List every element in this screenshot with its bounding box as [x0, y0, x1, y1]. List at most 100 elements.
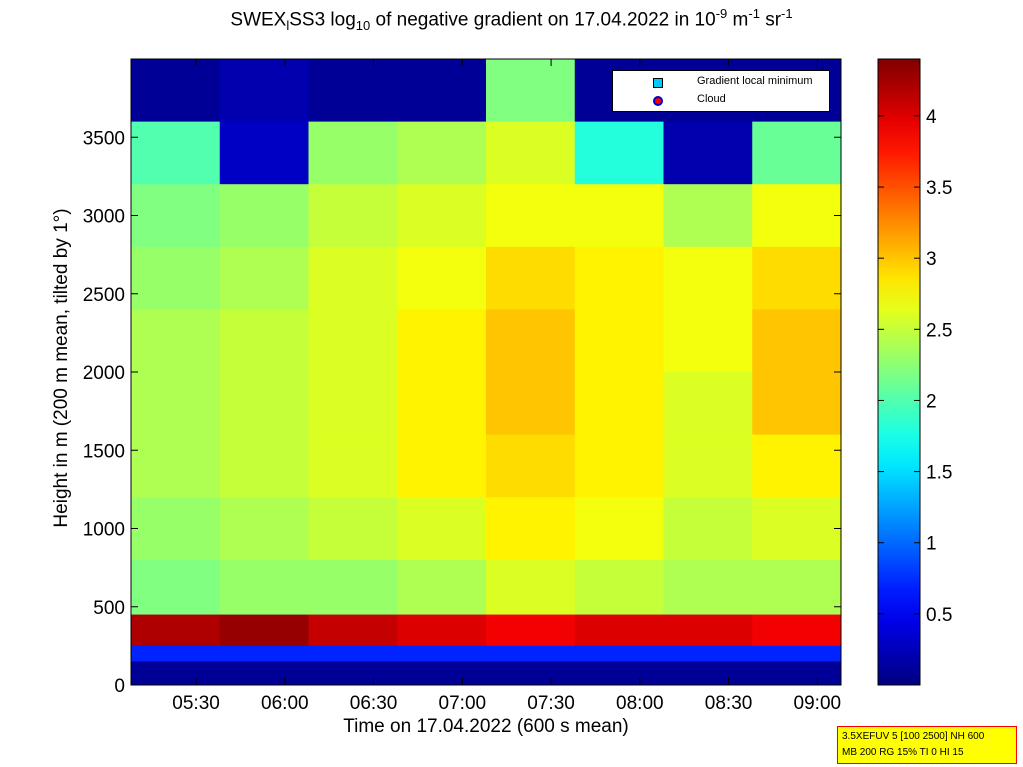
legend-item-cloud: Cloud	[613, 93, 829, 109]
heatmap-cell	[752, 434, 842, 498]
square-marker-icon	[653, 78, 663, 88]
heatmap-cell	[131, 645, 221, 663]
heatmap-cell	[308, 121, 398, 185]
heatmap-cell	[574, 497, 664, 561]
heatmap-cell	[219, 559, 309, 616]
heatmap-cell	[219, 121, 309, 185]
info-line: 3.5XEFUV 5 [100 2500] NH 600	[842, 731, 985, 742]
heatmap-cell	[131, 246, 221, 310]
heatmap-cell	[663, 559, 753, 616]
heatmap-cell	[752, 121, 842, 185]
heatmap-cell	[131, 497, 221, 561]
heatmap-cell	[486, 645, 576, 663]
heatmap-cell	[486, 309, 576, 373]
heatmap-cell	[752, 497, 842, 561]
heatmap-cell	[486, 372, 576, 436]
heatmap-cell	[574, 661, 664, 686]
heatmap-cell	[308, 59, 398, 123]
x-tick-label: 06:00	[261, 693, 309, 714]
x-tick-label: 05:30	[172, 693, 220, 714]
heatmap-cell	[663, 121, 753, 185]
heatmap-cell	[308, 661, 398, 686]
legend-item-gradient: Gradient local minimum	[613, 75, 829, 91]
y-axis-label: Height in m (200 m mean, tilted by 1°)	[51, 208, 72, 528]
heatmap-cell	[663, 309, 753, 373]
heatmap-cell	[219, 184, 309, 248]
heatmap-cell	[219, 645, 309, 663]
heatmap-cell	[663, 645, 753, 663]
heatmap-cell	[397, 246, 487, 310]
heatmap-cell	[574, 372, 664, 436]
heatmap-cell	[397, 372, 487, 436]
heatmap-cell	[663, 184, 753, 248]
heatmap-cell	[574, 559, 664, 616]
colorbar-tick-label: 1.5	[926, 463, 952, 484]
y-tick-label: 3500	[83, 128, 125, 149]
heatmap-cell	[574, 246, 664, 310]
heatmap-cell	[486, 614, 576, 647]
x-tick-label: 06:30	[350, 693, 398, 714]
x-tick-label: 08:00	[616, 693, 664, 714]
heatmap-cell	[752, 645, 842, 663]
heatmap-cell	[663, 434, 753, 498]
heatmap-cell	[397, 59, 487, 123]
heatmap-cell	[752, 372, 842, 436]
heatmap-cell	[131, 184, 221, 248]
heatmap-cell	[131, 661, 221, 686]
colorbar-tick-label: 2.5	[926, 320, 952, 341]
heatmap-cell	[752, 614, 842, 647]
chart-title: SWEXlSS3 log10 of negative gradient on 1…	[230, 6, 793, 34]
y-tick-label: 1000	[83, 520, 125, 541]
heatmap-cell	[308, 559, 398, 616]
y-tick-label: 2000	[83, 363, 125, 384]
heatmap-cell	[308, 645, 398, 663]
heatmap-cell	[308, 184, 398, 248]
heatmap-cell	[486, 121, 576, 185]
heatmap-cell	[752, 661, 842, 686]
colorbar-tick-label: 2	[926, 391, 937, 412]
heatmap-cell	[663, 372, 753, 436]
heatmap-cell	[219, 614, 309, 647]
heatmap-cell	[397, 645, 487, 663]
heatmap-cell	[486, 434, 576, 498]
x-tick-label: 07:30	[527, 693, 575, 714]
colorbar-tick-label: 0.5	[926, 605, 952, 626]
heatmap-cell	[397, 309, 487, 373]
heatmap-cell	[131, 559, 221, 616]
heatmap-cell	[486, 246, 576, 310]
y-tick-label: 0	[114, 676, 125, 697]
heatmap-cell	[486, 559, 576, 616]
heatmap-cell	[131, 614, 221, 647]
heatmap-cell	[574, 121, 664, 185]
heatmap-cell	[219, 246, 309, 310]
heatmap-cell	[308, 246, 398, 310]
heatmap-cell	[308, 309, 398, 373]
x-tick-label: 07:00	[439, 693, 487, 714]
colorbar-tick-label: 3.5	[926, 178, 952, 199]
heatmap-cell	[219, 434, 309, 498]
heatmap-cell	[752, 559, 842, 616]
y-tick-label: 1500	[83, 441, 125, 462]
heatmap-cell	[486, 661, 576, 686]
y-tick-label: 2500	[83, 285, 125, 306]
heatmap-cell	[219, 497, 309, 561]
heatmap-cell	[219, 372, 309, 436]
heatmap-cell	[397, 497, 487, 561]
heatmap-cell	[397, 614, 487, 647]
heatmap-cell	[574, 184, 664, 248]
y-tick-label: 500	[93, 598, 125, 619]
heatmap-cell	[131, 434, 221, 498]
heatmap-cell	[663, 497, 753, 561]
legend-label: Cloud	[697, 93, 726, 105]
heatmap-cell	[752, 184, 842, 248]
circle-marker-icon	[653, 96, 663, 106]
heatmap-cell	[663, 614, 753, 647]
legend: Gradient local minimum Cloud	[612, 70, 830, 112]
heatmap-cell	[308, 614, 398, 647]
heatmap-cell	[397, 121, 487, 185]
heatmap-cell	[131, 372, 221, 436]
heatmap-cell	[397, 559, 487, 616]
heatmap-cell	[219, 661, 309, 686]
heatmap-cell	[219, 59, 309, 123]
